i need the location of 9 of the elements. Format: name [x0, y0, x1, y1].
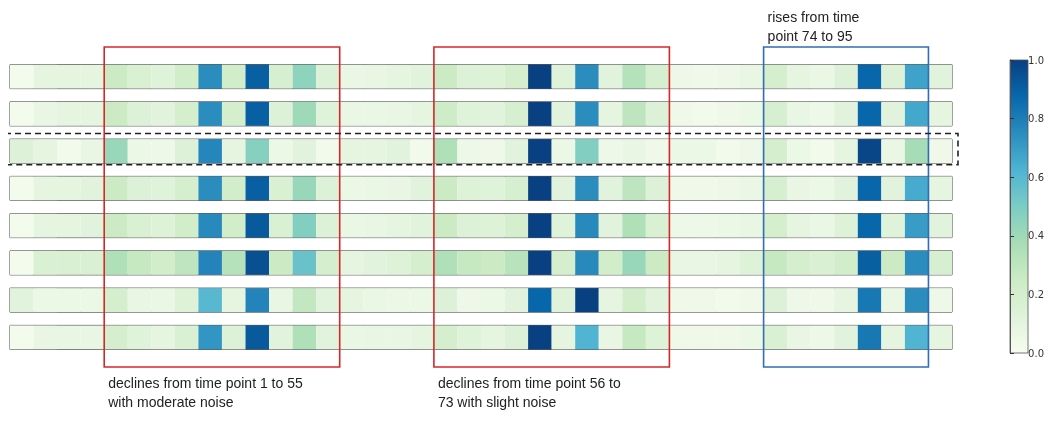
- text: declines from time point 1 to 55 with moderate noise: [107, 374, 307, 410]
- color-bar-label: 0.4: [1028, 230, 1044, 242]
- color-bar-label: 0.2: [1028, 288, 1044, 300]
- color-bar-label: 0.6: [1028, 171, 1044, 183]
- text: declines from time point 56 to 73 with slight noise: [437, 374, 625, 410]
- color-bar-label: 1.0: [1028, 54, 1044, 66]
- color-bar-label: 0.8: [1028, 113, 1044, 125]
- text: rises from time point 74 to 95: [767, 8, 864, 44]
- color-bar-label: 0.0: [1028, 347, 1044, 359]
